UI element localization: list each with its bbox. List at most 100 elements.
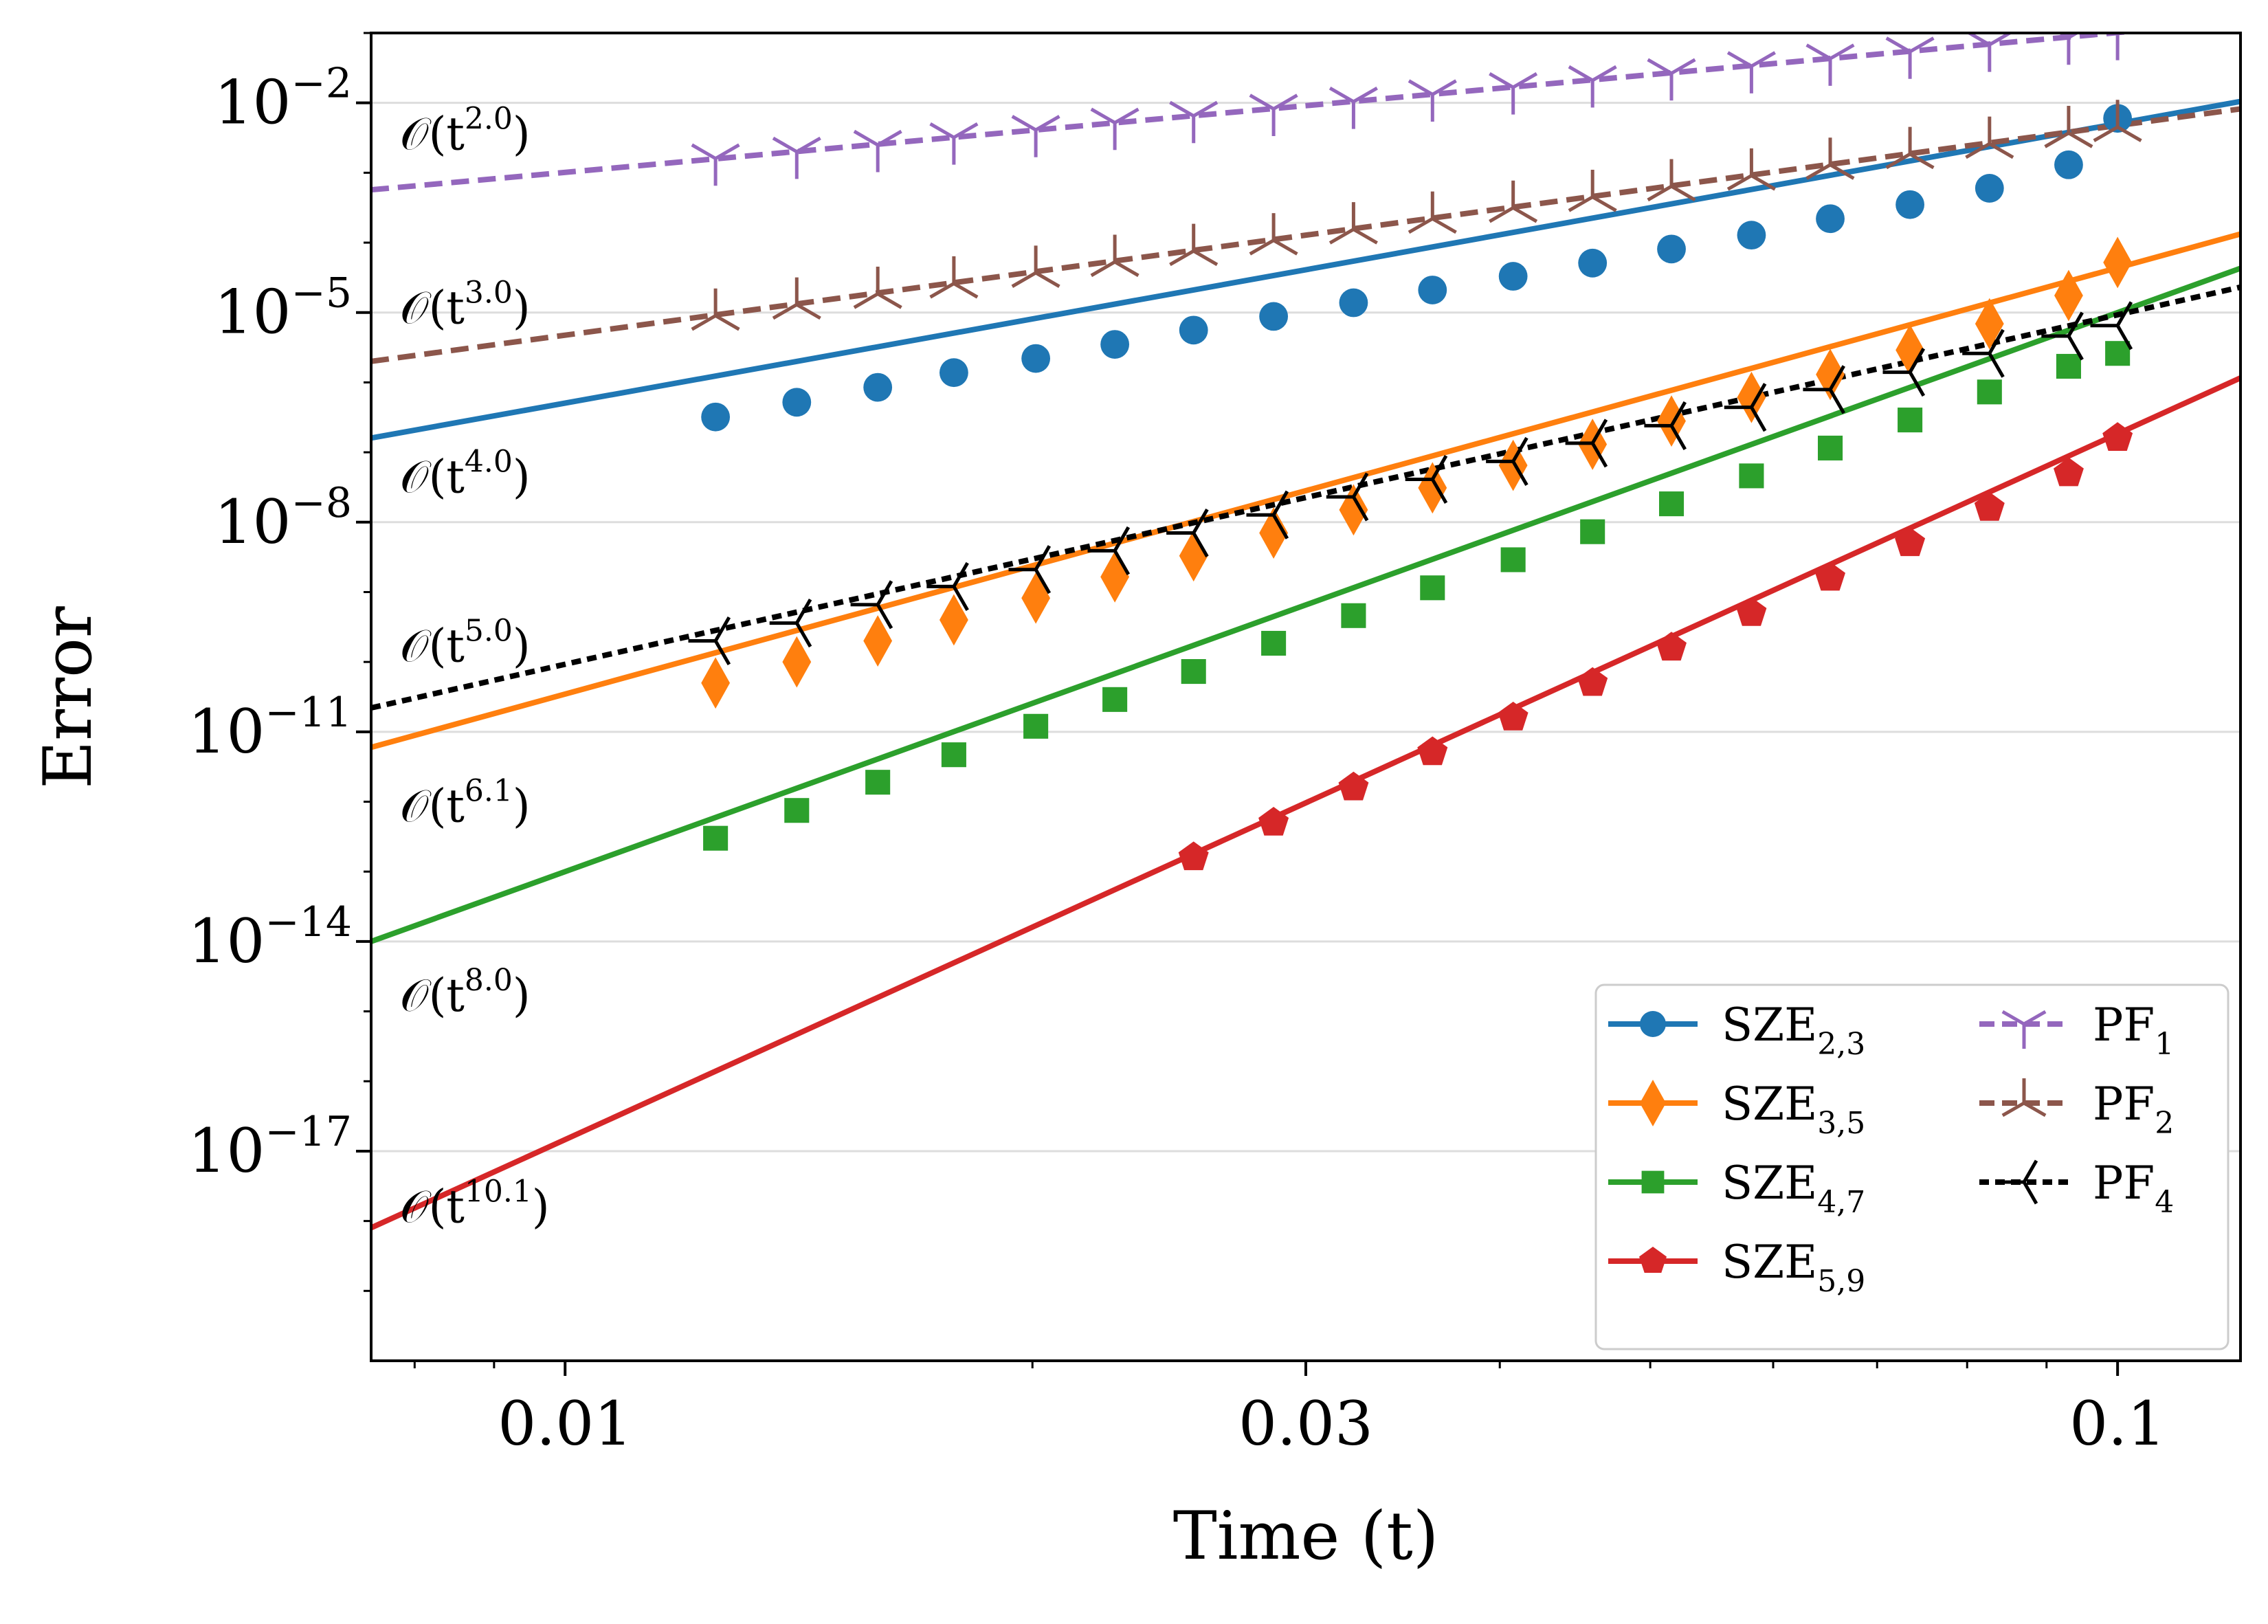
order-annotation: 𝒪(t4.0) (400, 444, 531, 503)
series-6-point (1962, 329, 2005, 378)
order-annotation: 𝒪(t5.0) (400, 613, 531, 672)
series-4-point (1408, 79, 1457, 122)
series-2-point (1739, 463, 1764, 489)
series-4-point (1328, 87, 1378, 129)
series-6-point (1724, 383, 1767, 432)
legend-marker (2001, 1078, 2047, 1117)
series-4-point (691, 143, 740, 186)
series-5-markers (691, 100, 2142, 331)
series-2-point (1102, 687, 1128, 712)
legend-entry: PF2 (1979, 1078, 2174, 1141)
series-6-point (1246, 490, 1289, 540)
series-1-point (1816, 348, 1845, 401)
y-tick-label: 10−14 (188, 898, 352, 977)
series-5-point (1647, 159, 1696, 202)
series-2-point (1341, 603, 1366, 628)
series-0-point (1975, 174, 2004, 203)
series-4-point (1885, 36, 1935, 79)
y-axis: 10−2 10−5 10−8 10−11 10−14 10−17 (188, 32, 371, 1292)
legend-label: PF2 (2093, 1078, 2174, 1141)
series-3-point (1736, 597, 1767, 626)
series-0-point (1259, 302, 1289, 331)
series-4-point (1489, 72, 1538, 115)
series-1-point (1498, 439, 1528, 491)
series-5-point (1726, 148, 1776, 191)
series-5-point (1489, 180, 1538, 223)
series-4-point (2114, 33, 2122, 60)
series-5-point (1805, 137, 1855, 180)
y-tick-label: 10−5 (214, 269, 352, 348)
x-tick-label: 0.1 (2069, 1388, 2166, 1459)
series-1-point (940, 594, 968, 646)
series-4-point (1169, 100, 1219, 144)
series-6-point (1565, 419, 1608, 468)
x-axis-label: Time (t) (1173, 1498, 1439, 1575)
series-6-point (688, 616, 731, 666)
series-1-point (1657, 395, 1686, 447)
series-0-point (782, 388, 812, 417)
series-2-point (2105, 341, 2131, 366)
series-2-fit-line (371, 265, 2241, 944)
legend-label: PF1 (2093, 999, 2174, 1062)
series-5-point (1328, 202, 1378, 245)
legend-label: SZE4,7 (1722, 1157, 1865, 1220)
series-2-point (1580, 519, 1605, 544)
order-annotation: 𝒪(t6.1) (400, 773, 531, 832)
series-2-point (1181, 659, 1206, 685)
series-0-point (1021, 344, 1051, 373)
series-6-fit-line (371, 284, 2241, 711)
series-5-point (1568, 170, 1617, 212)
series-2-point (703, 825, 729, 851)
series-4-point (1726, 51, 1776, 93)
series-2-markers (703, 341, 2131, 851)
legend-box (1594, 983, 2230, 1350)
series-6-point (1486, 436, 1528, 486)
series-0-point (1498, 262, 1528, 291)
order-annotations: 𝒪(t2.0) 𝒪(t3.0) 𝒪(t4.0) 𝒪(t5.0) 𝒪(t6.1) 𝒪(t8.… (400, 101, 550, 1233)
series-5-point (2093, 100, 2142, 142)
series-6-point (769, 599, 812, 648)
series-4-point (853, 129, 902, 173)
series-3-point (2054, 457, 2084, 487)
series-0-point (1100, 330, 1130, 359)
series-4-point (1011, 115, 1060, 157)
legend-entry: SZE4,7 (1608, 1157, 1865, 1220)
legend-marker (1641, 1170, 1665, 1194)
series-4-point (2057, 33, 2080, 65)
legend-marker (1640, 1080, 1666, 1126)
series-5-point (2044, 105, 2093, 148)
series-0-point (1339, 288, 1368, 318)
grid (371, 102, 2241, 1153)
series-2-point (1977, 379, 2002, 405)
series-6-point (2041, 311, 2084, 361)
series-2-point (865, 770, 891, 795)
series-6-point (1087, 526, 1131, 575)
series-3-point (2102, 422, 2133, 451)
series-1-point (782, 636, 812, 688)
legend-entry: SZE3,5 (1608, 1078, 1865, 1141)
order-annotation: 𝒪(t8.0) (400, 963, 531, 1022)
series-6-point (1405, 454, 1448, 504)
series-4-point (1249, 93, 1298, 137)
legend-entry: PF4 (1979, 1157, 2174, 1220)
series-5-point (853, 266, 902, 309)
order-annotation: 𝒪(t10.1) (400, 1175, 550, 1234)
series-2-point (941, 742, 966, 768)
series-0-point (1737, 221, 1766, 250)
series-0-fit-line (371, 98, 2241, 441)
legend-entry: PF1 (1979, 999, 2174, 1062)
series-1-fit-line (371, 231, 2241, 750)
series-5-point (1965, 116, 2014, 159)
series-2-point (1420, 575, 1445, 601)
series-6-point (1008, 545, 1052, 594)
data-markers (688, 33, 2142, 871)
order-annotation: 𝒪(t3.0) (400, 276, 531, 335)
series-6-point (1166, 508, 1209, 558)
series-0-point (1578, 248, 1608, 278)
series-6-point (926, 561, 969, 611)
series-2-point (2056, 353, 2081, 379)
series-3-point (1577, 667, 1608, 696)
series-0-point (1657, 234, 1686, 264)
series-3-point (1417, 736, 1448, 766)
series-5-point (1169, 223, 1219, 267)
